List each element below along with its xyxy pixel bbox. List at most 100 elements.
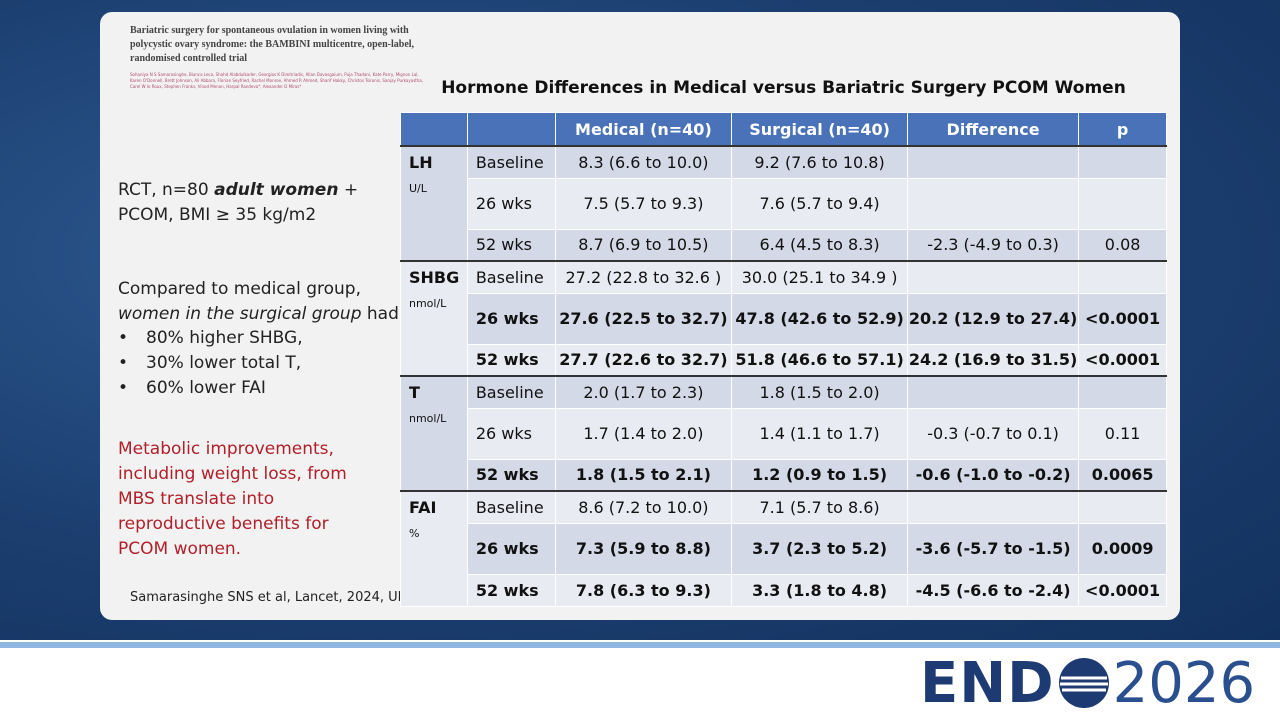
table-cell	[906, 260, 1080, 294]
header-cell: Medical (n=40)	[554, 112, 733, 147]
results-table: Medical (n=40) Surgical (n=40) Difference p…	[400, 112, 1167, 607]
table-cell	[1078, 260, 1167, 294]
text-run: adult women	[214, 180, 339, 200]
table-cell: 1.4 (1.1 to 1.7)	[731, 407, 908, 460]
header-cell	[466, 112, 556, 147]
group-name: LH	[409, 153, 433, 172]
logo: END 2026	[920, 650, 1256, 716]
text-run: had:	[361, 304, 405, 324]
bullet: 80% higher SHBG,	[118, 326, 408, 351]
logo-globe	[1058, 658, 1109, 708]
table-cell: 8.7 (6.9 to 10.5)	[554, 228, 733, 262]
table-cell	[906, 145, 1080, 179]
logo-year: 2026	[1112, 650, 1256, 716]
table-cell: 1.8 (1.5 to 2.0)	[731, 375, 908, 409]
table-cell: 7.3 (5.9 to 8.8)	[554, 522, 733, 575]
table-cell: 7.8 (6.3 to 9.3)	[554, 573, 733, 607]
bullet: 30% lower total T,	[118, 351, 408, 376]
table-cell: 2.0 (1.7 to 2.3)	[554, 375, 733, 409]
table-cell: 47.8 (42.6 to 52.9)	[731, 292, 908, 345]
row-label: Baseline	[466, 375, 556, 409]
table-cell: 7.1 (5.7 to 8.6)	[731, 490, 908, 524]
table-cell: <0.0001	[1078, 343, 1167, 377]
table-cell: 1.2 (0.9 to 1.5)	[731, 458, 908, 492]
table-cell	[1078, 490, 1167, 524]
table-row: 52 wks 1.8 (1.5 to 2.1) 1.2 (0.9 to 1.5) -0…	[401, 458, 1167, 492]
group-cell: FAI%	[400, 490, 468, 607]
group-name: FAI	[409, 498, 437, 517]
content-card: Bariatric surgery for spontaneous ovulat…	[100, 12, 1180, 620]
table-cell: 0.08	[1078, 228, 1167, 262]
table-cell: 7.5 (5.7 to 9.3)	[554, 177, 733, 230]
table-cell	[1078, 375, 1167, 409]
header-cell: p	[1078, 112, 1167, 147]
text-run: + PCOM, BMI ≥ 35 kg/m2	[118, 180, 359, 225]
table-row: 52 wks 8.7 (6.9 to 10.5) 6.4 (4.5 to 8.3) -…	[401, 228, 1167, 262]
design-text: RCT, n=80 adult women + PCOM, BMI ≥ 35 k…	[118, 178, 408, 228]
group-cell: LH U/L	[400, 145, 468, 262]
bullet: 60% lower FAI	[118, 376, 408, 401]
row-label: Baseline	[466, 490, 556, 524]
conclusion: Metabolic improvements, including weight…	[118, 439, 347, 559]
table-row: 26 wks 7.3 (5.9 to 8.8) 3.7 (2.3 to 5.2) -3…	[401, 522, 1167, 575]
table-cell: 0.11	[1078, 407, 1167, 460]
table-cell: 27.7 (22.6 to 32.7)	[554, 343, 733, 377]
table-cell: 6.4 (4.5 to 8.3)	[731, 228, 908, 262]
table-cell: 0.0065	[1078, 458, 1167, 492]
group-name: T	[409, 383, 420, 402]
group-unit: %	[409, 527, 420, 540]
table-cell: 8.3 (6.6 to 10.0)	[554, 145, 733, 179]
table-row: 52 wks 27.7 (22.6 to 32.7) 51.8 (46.6 to 5…	[401, 343, 1167, 377]
comparison-text: Compared to medical group, women in the …	[118, 277, 408, 327]
header-cell	[400, 112, 468, 147]
table-cell: 7.6 (5.7 to 9.4)	[731, 177, 908, 230]
table-row: FAI% Baseline 8.6 (7.2 to 10.0) 7.1 (5.7 to…	[400, 490, 1167, 607]
table-cell: -2.3 (-4.9 to 0.3)	[906, 228, 1080, 262]
table-row: 26 wks 27.6 (22.5 to 32.7) 47.8 (42.6 to 5…	[401, 292, 1167, 345]
table-cell	[906, 177, 1080, 230]
table-cell: 27.2 (22.8 to 32.6 )	[554, 260, 733, 294]
table-row: 26 wks 7.5 (5.7 to 9.3) 7.6 (5.7 to 9.4)	[401, 177, 1167, 230]
citation: Samarasinghe SNS et al, Lancet, 2024, UK	[130, 590, 407, 605]
table-cell: 30.0 (25.1 to 34.9 )	[731, 260, 908, 294]
paper-authors: Sohaniya N S Samarasinghe, Bianca Leca, …	[130, 72, 424, 89]
row-label: 52 wks	[466, 228, 556, 262]
text-run: RCT, n=80	[118, 180, 215, 200]
table-cell: 3.3 (1.8 to 4.8)	[731, 573, 908, 607]
text-run: Compared to medical group,	[118, 279, 361, 299]
table-cell: -0.6 (-1.0 to -0.2)	[906, 458, 1080, 492]
table-cell: 20.2 (12.9 to 27.4)	[906, 292, 1080, 345]
header-cell: Surgical (n=40)	[731, 112, 908, 147]
table-row: 52 wks 7.8 (6.3 to 9.3) 3.3 (1.8 to 4.8) -4…	[401, 573, 1167, 607]
text-run: women in the surgical group	[118, 304, 362, 324]
group-unit: nmol/L	[409, 412, 447, 425]
table-cell	[1078, 145, 1167, 179]
table-cell: <0.0001	[1078, 573, 1167, 607]
row-label: 26 wks	[466, 177, 556, 230]
table-cell: 3.7 (2.3 to 5.2)	[731, 522, 908, 575]
table-cell: 0.0009	[1078, 522, 1167, 575]
table-cell: 24.2 (16.9 to 31.5)	[906, 343, 1080, 377]
row-label: 52 wks	[466, 343, 556, 377]
row-label: 26 wks	[466, 407, 556, 460]
table-cell	[1078, 177, 1167, 230]
table-cell: 27.6 (22.5 to 32.7)	[554, 292, 733, 345]
row-label: 52 wks	[466, 458, 556, 492]
table-cell: -0.3 (-0.7 to 0.1)	[906, 407, 1080, 460]
table-cell: <0.0001	[1078, 292, 1167, 345]
bullet-list: 80% higher SHBG,30% lower total T,60% lo…	[118, 326, 408, 401]
header-row: Medical (n=40) Surgical (n=40) Difference p	[400, 112, 1167, 147]
table-cell: 1.8 (1.5 to 2.1)	[554, 458, 733, 492]
group-unit: U/L	[409, 182, 427, 195]
logo-text: END	[920, 650, 1055, 716]
table-cell: -4.5 (-6.6 to -2.4)	[906, 573, 1080, 607]
table-cell	[906, 490, 1080, 524]
row-label: 26 wks	[466, 522, 556, 575]
row-label: 26 wks	[466, 292, 556, 345]
row-label: Baseline	[466, 145, 556, 179]
table-cell: 8.6 (7.2 to 10.0)	[554, 490, 733, 524]
table-cell: 1.7 (1.4 to 2.0)	[554, 407, 733, 460]
